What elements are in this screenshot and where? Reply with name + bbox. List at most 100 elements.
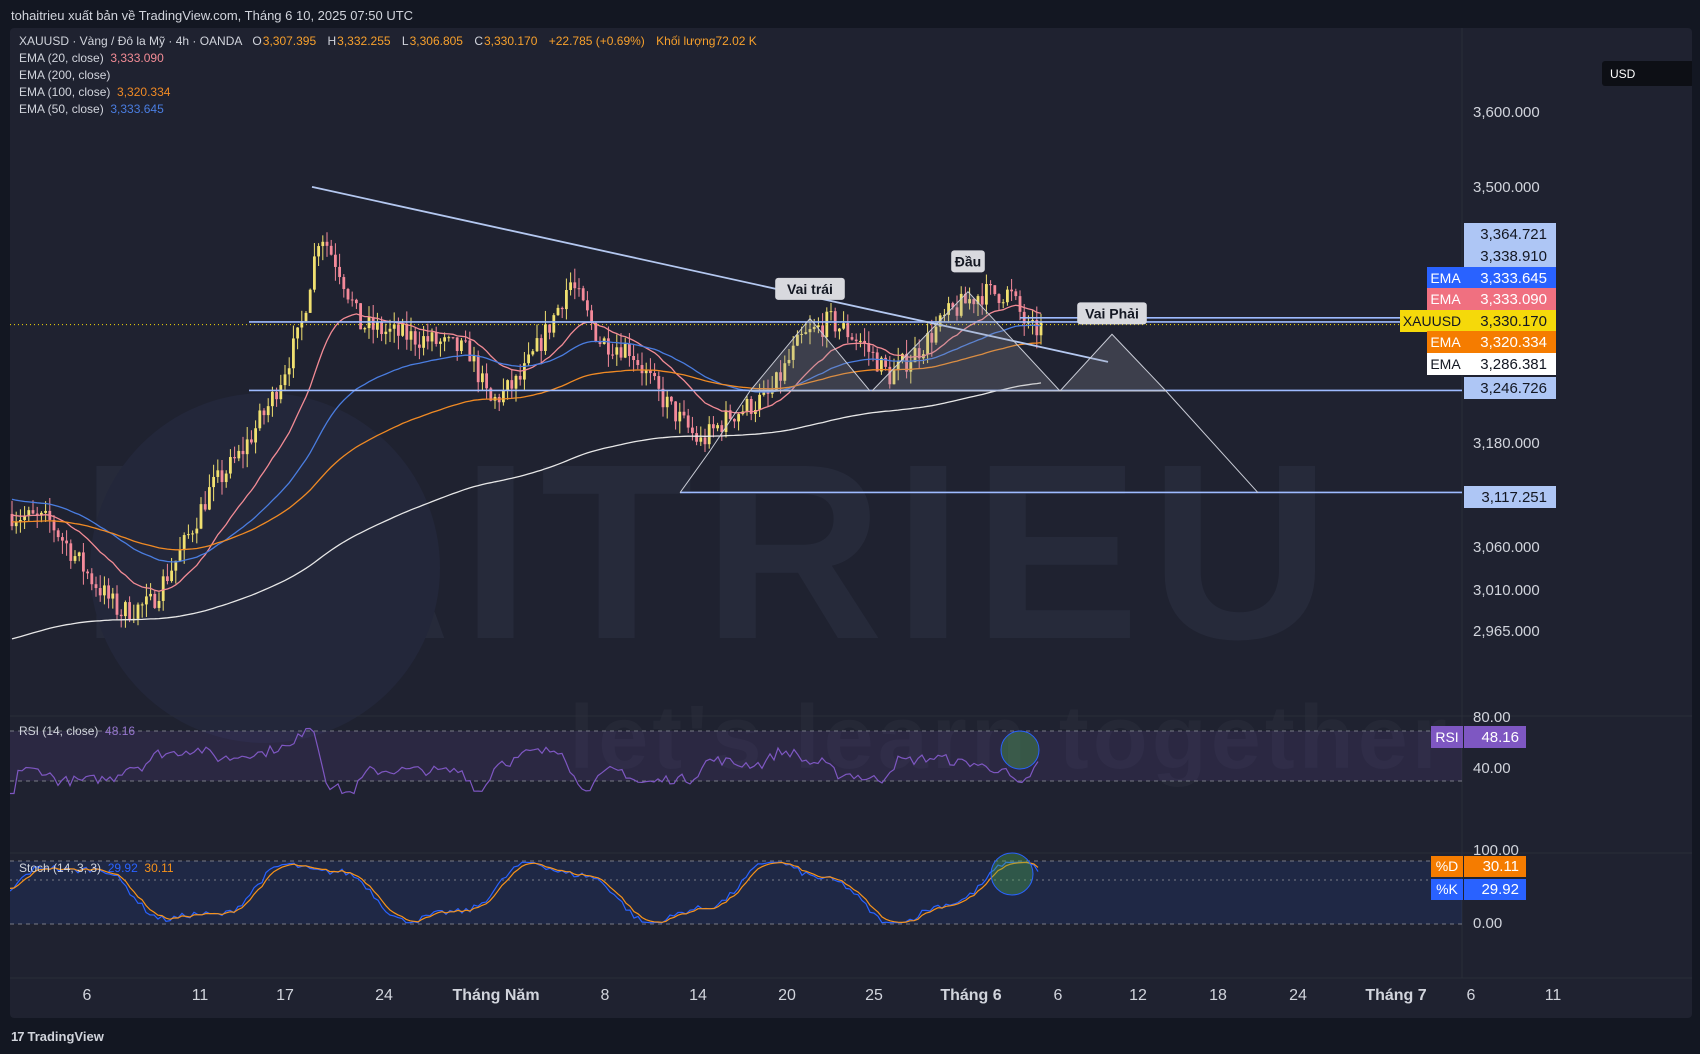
- price-badge-value: 3,333.090: [1480, 291, 1547, 308]
- price-badge-label: EMA: [1430, 270, 1461, 286]
- candle-body: [325, 241, 329, 246]
- close-value: 3,330.170: [484, 34, 538, 48]
- currency-selector[interactable]: USD: [1602, 61, 1692, 86]
- candle-body: [447, 337, 451, 339]
- ema50-line: [11, 324, 1042, 563]
- candle-body: [258, 410, 262, 429]
- chart-container[interactable]: HAITRIEUlet's learn togetherVai tráiĐầuV…: [10, 28, 1692, 1018]
- candle-body: [434, 332, 438, 344]
- candle-body: [1014, 291, 1018, 297]
- rsi-legend[interactable]: RSI (14, close) 48.16: [19, 724, 135, 738]
- price-tick-label: 3,600.000: [1473, 104, 1540, 121]
- price-badge-tag: [1427, 267, 1464, 289]
- price-badge-value: 3,286.381: [1480, 356, 1547, 373]
- date-tick-label: 6: [1054, 987, 1063, 1004]
- candle-body: [77, 552, 81, 557]
- candle-body: [989, 284, 992, 286]
- open-value: 3,307.395: [262, 34, 317, 48]
- candle-body: [678, 411, 682, 422]
- open-key: O: [252, 34, 262, 48]
- candle-body: [686, 415, 690, 428]
- candle-body: [640, 365, 644, 374]
- candle-body: [149, 593, 152, 597]
- tradingview-mark-icon: 17: [11, 1029, 25, 1044]
- rsi-value-badge: [1464, 726, 1526, 748]
- candle-body: [888, 366, 892, 385]
- ema50-legend[interactable]: EMA (50, close) 3,333.645: [19, 101, 164, 118]
- ema50-label: EMA (50, close): [19, 102, 104, 116]
- candle-body: [44, 510, 47, 513]
- candle-body: [422, 336, 425, 348]
- candle-body: [485, 373, 488, 389]
- candle-body: [863, 340, 866, 344]
- candle-body: [842, 323, 845, 329]
- candle-body: [611, 354, 614, 356]
- rsi-tick-label: 40.00: [1473, 760, 1511, 777]
- date-tick-label: 11: [192, 987, 209, 1004]
- candle-body: [153, 593, 157, 608]
- candle-body: [31, 510, 35, 514]
- candle-body: [296, 327, 299, 339]
- candle-body: [661, 388, 665, 408]
- candle-body: [455, 337, 459, 352]
- ema200-legend[interactable]: EMA (200, close): [19, 67, 110, 84]
- candle-body: [829, 311, 833, 313]
- candle-body: [56, 530, 60, 538]
- tradingview-logo[interactable]: 17 TradingView: [11, 1029, 104, 1044]
- candle-body: [166, 576, 169, 582]
- stoch-d-legend-value: 30.11: [144, 861, 174, 875]
- candle-body: [980, 296, 984, 305]
- candle-body: [976, 296, 980, 305]
- candle-body: [527, 354, 530, 364]
- candle-body: [443, 337, 446, 342]
- stoch-tick-label: 100.00: [1473, 842, 1519, 859]
- date-tick-label: Tháng 7: [1365, 987, 1426, 1004]
- date-tick-label: 25: [865, 987, 883, 1004]
- candle-body: [1010, 289, 1013, 292]
- candle-body: [993, 285, 997, 295]
- candle-body: [913, 348, 917, 363]
- candle-body: [170, 570, 173, 582]
- candle-body: [384, 331, 388, 335]
- candle-body: [821, 325, 824, 337]
- candle-body: [548, 324, 551, 333]
- price-badge: [1464, 245, 1556, 267]
- candle-body: [510, 380, 514, 389]
- candle-body: [804, 332, 808, 334]
- ema100-label: EMA (100, close): [19, 85, 111, 99]
- candle-body: [565, 290, 568, 310]
- candle-body: [875, 352, 879, 372]
- price-chart[interactable]: HAITRIEUlet's learn togetherVai tráiĐầuV…: [10, 28, 1692, 1018]
- candle-body: [930, 333, 934, 343]
- candle-body: [23, 515, 26, 521]
- change-value: +22.785 (+0.69%): [548, 34, 645, 48]
- candle-body: [128, 602, 131, 620]
- candle-body: [73, 556, 77, 561]
- candle-body: [279, 385, 283, 400]
- candle-body: [287, 368, 291, 375]
- stoch-tick-label: 0.00: [1473, 915, 1502, 932]
- candle-body: [892, 369, 896, 385]
- ema100-legend[interactable]: EMA (100, close) 3,320.334: [19, 84, 170, 101]
- candle-body: [506, 380, 509, 390]
- candle-body: [695, 433, 698, 442]
- candle-body: [1018, 296, 1022, 312]
- ema20-legend[interactable]: EMA (20, close) 3,333.090: [19, 50, 164, 67]
- stoch-band: [10, 861, 1462, 924]
- price-badge: [1464, 267, 1556, 289]
- price-tick-label: 3,180.000: [1473, 435, 1540, 452]
- price-badge: [1464, 288, 1556, 310]
- candle-body: [40, 512, 43, 515]
- ema20-line: [11, 304, 1042, 592]
- candle-body: [250, 439, 253, 443]
- stoch-d-line: [10, 861, 1039, 924]
- candle-body: [392, 324, 396, 329]
- candle-body: [737, 414, 740, 422]
- stoch-k-badge: [1464, 879, 1526, 900]
- stoch-d-badge-tag: [1431, 856, 1463, 877]
- candle-body: [644, 369, 648, 374]
- stoch-legend[interactable]: Stoch (14, 3, 3) 29.92 30.11: [19, 861, 174, 875]
- high-value: 3,332.255: [337, 34, 391, 48]
- candle-body: [334, 254, 337, 267]
- candle-body: [233, 457, 236, 459]
